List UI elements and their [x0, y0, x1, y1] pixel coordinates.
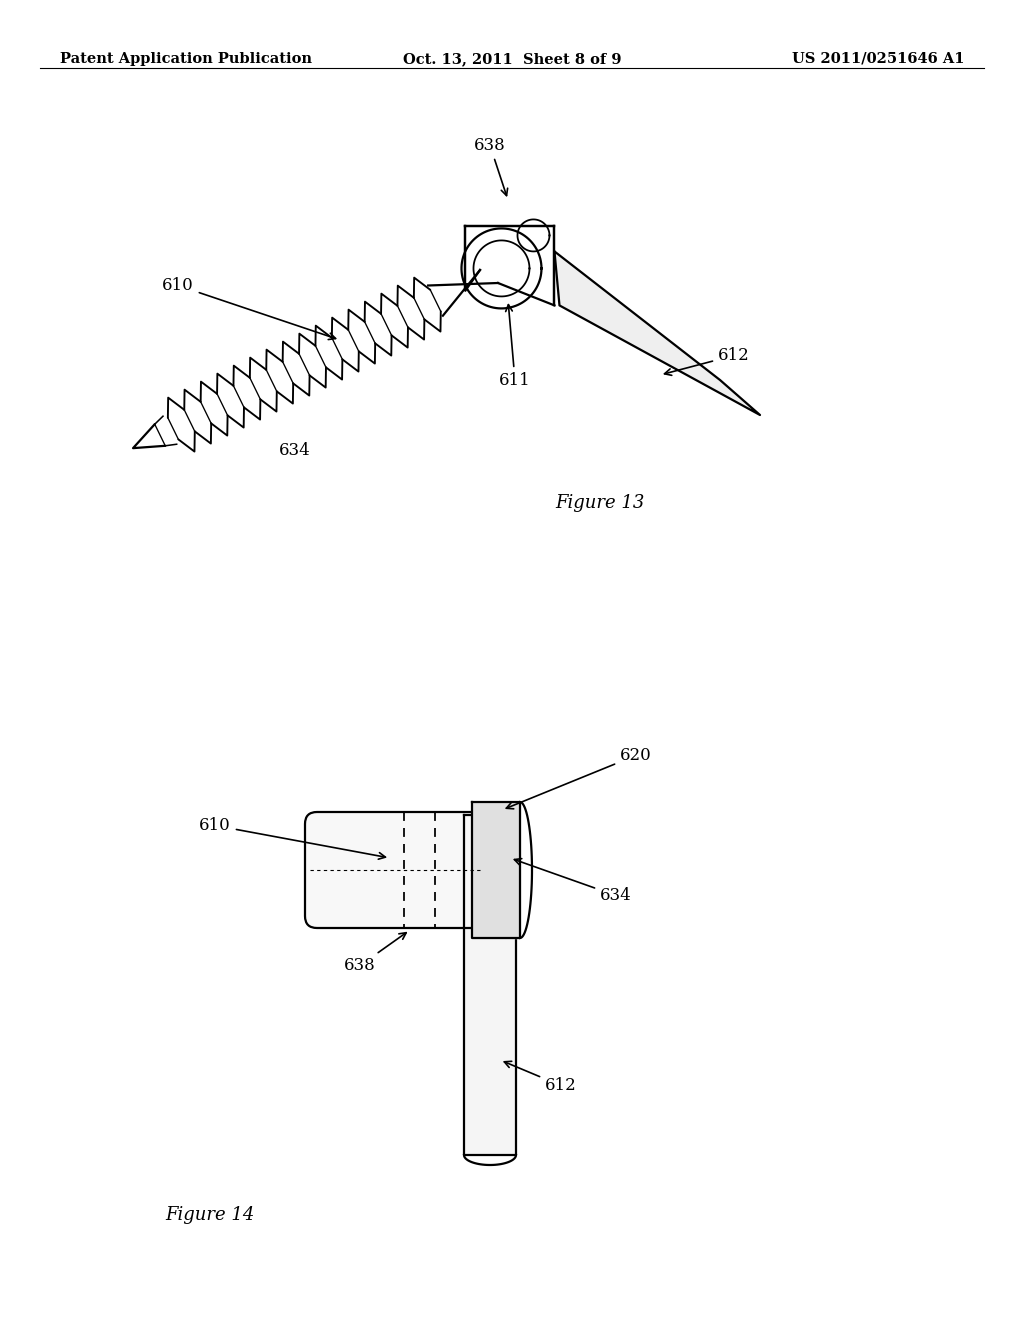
- Text: Oct. 13, 2011  Sheet 8 of 9: Oct. 13, 2011 Sheet 8 of 9: [402, 51, 622, 66]
- Polygon shape: [554, 251, 760, 414]
- Text: 634: 634: [280, 442, 311, 459]
- Polygon shape: [464, 814, 516, 1155]
- Text: 638: 638: [474, 137, 508, 195]
- Text: US 2011/0251646 A1: US 2011/0251646 A1: [792, 51, 964, 66]
- Text: 610: 610: [162, 277, 336, 339]
- Text: 612: 612: [504, 1061, 577, 1094]
- Text: 612: 612: [665, 347, 750, 375]
- Text: 634: 634: [514, 858, 632, 904]
- Text: 620: 620: [506, 747, 651, 809]
- Text: 638: 638: [344, 933, 407, 974]
- FancyBboxPatch shape: [305, 812, 485, 928]
- Text: Patent Application Publication: Patent Application Publication: [60, 51, 312, 66]
- Polygon shape: [472, 803, 520, 939]
- Text: Figure 13: Figure 13: [555, 494, 645, 512]
- Text: 610: 610: [199, 817, 385, 859]
- Text: Figure 14: Figure 14: [165, 1206, 254, 1224]
- Text: 611: 611: [499, 305, 530, 389]
